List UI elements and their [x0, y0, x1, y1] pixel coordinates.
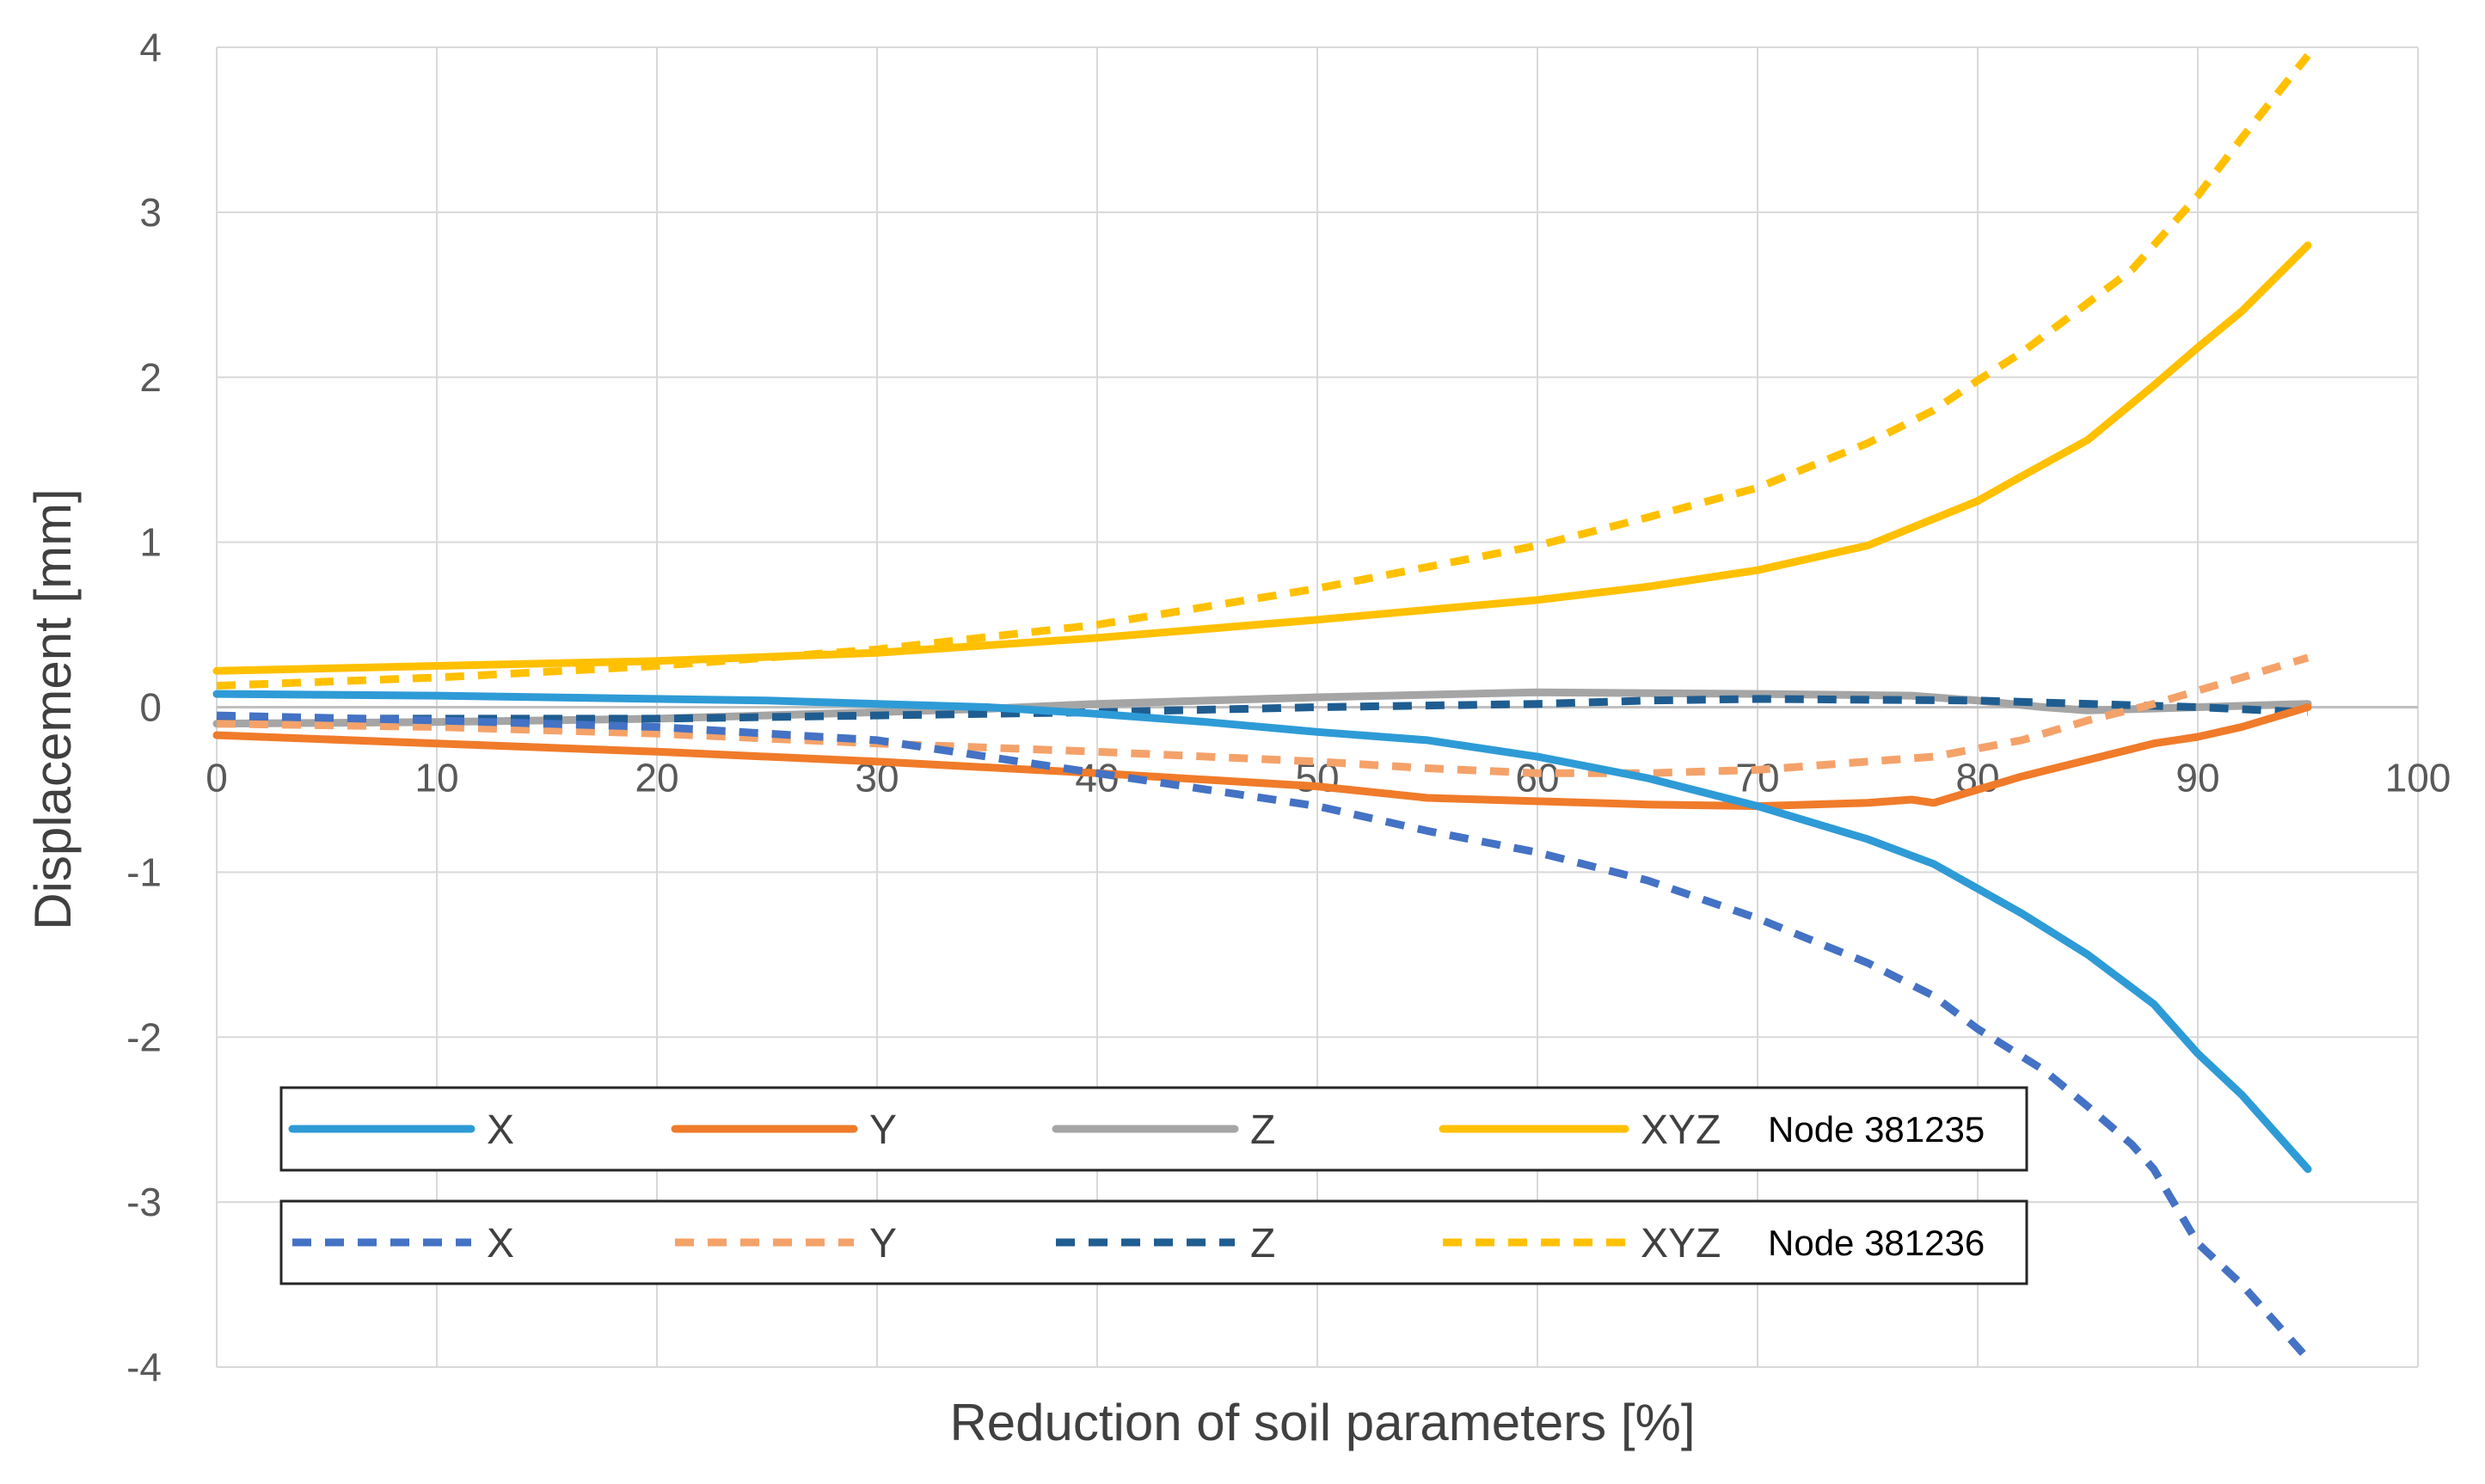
y-tick-label: -2: [126, 1015, 162, 1059]
series-y-node-381235: [212, 703, 2312, 811]
y-axis-title: Displacement [mm]: [24, 488, 82, 929]
legend-label-xyz: XYZ: [1641, 1107, 1721, 1153]
x-tick-label: 90: [2175, 756, 2219, 800]
legend-label-xyz: XYZ: [1641, 1221, 1721, 1266]
x-tick-label: 70: [1735, 756, 1779, 800]
legend-label-x: X: [487, 1107, 514, 1153]
legend-node-label: Node 381236: [1768, 1223, 1985, 1263]
legend-box-1: [279, 1086, 2028, 1172]
legend-label-y: Y: [869, 1107, 897, 1153]
legend-node-label: Node 381235: [1768, 1109, 1985, 1150]
x-tick-label: 0: [206, 756, 228, 800]
series-xyz-node-381236: [216, 52, 2311, 690]
y-tick-label: 2: [139, 355, 162, 400]
y-tick-label: -4: [126, 1345, 162, 1389]
series-z-node-381235: [212, 688, 2312, 728]
series-lines: [212, 52, 2312, 1362]
y-tick-label: -3: [126, 1180, 162, 1224]
y-tick-label: 3: [139, 190, 162, 235]
x-tick-label: 20: [635, 756, 678, 800]
series-xyz-node-381235: [212, 241, 2312, 675]
plot-grid: [216, 46, 2419, 1368]
x-tick-label: 100: [2385, 756, 2451, 800]
legend-label-x: X: [487, 1221, 514, 1266]
y-tick-labels: 4 3 2 1 0 -1 -2 -3 -4: [126, 25, 162, 1389]
x-axis-title: Reduction of soil parameters [%]: [949, 1394, 1695, 1451]
legend-label-y: Y: [869, 1221, 897, 1266]
series-z-node-381236: [217, 695, 2309, 723]
x-tick-label: 10: [414, 756, 458, 800]
y-tick-label: 1: [139, 520, 162, 565]
y-tick-label: 4: [139, 25, 162, 70]
series-x-node-381236: [216, 711, 2311, 1362]
legend-label-z: Z: [1250, 1107, 1275, 1153]
y-tick-label: 0: [139, 685, 162, 730]
legend-box-2: [279, 1199, 2028, 1285]
y-tick-label: -1: [126, 849, 162, 894]
legend-label-z: Z: [1250, 1221, 1275, 1266]
series-x-node-381235: [212, 690, 2312, 1174]
